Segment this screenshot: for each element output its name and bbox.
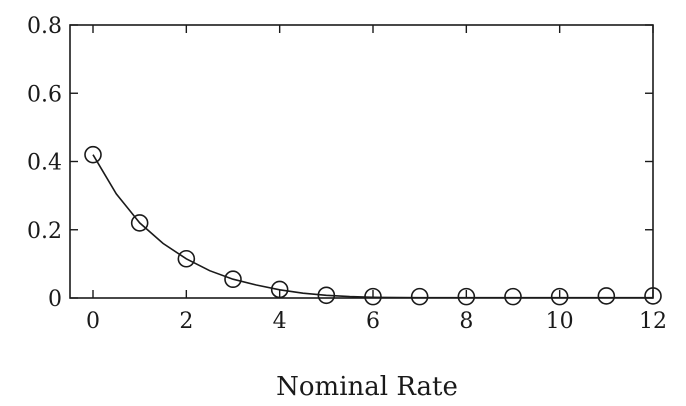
data-point <box>130 214 149 232</box>
data-point <box>177 249 196 268</box>
y-tick-label: 0.8 <box>27 14 62 39</box>
x-tick-label: 10 <box>546 309 574 334</box>
x-tick-label: 0 <box>86 309 100 334</box>
y-tick-labels: 0 0.2 0.4 0.6 0.8 <box>27 14 62 312</box>
data-point <box>270 280 289 299</box>
plot-frame <box>69 24 654 299</box>
data-point <box>410 287 429 306</box>
x-tick-label: 8 <box>459 309 473 334</box>
axis-ticks <box>70 24 654 299</box>
x-tick-label: 2 <box>179 309 193 334</box>
x-tick-label: 4 <box>273 309 287 334</box>
x-tick-labels: 0 2 4 6 8 10 12 <box>86 309 667 334</box>
data-markers <box>84 145 662 306</box>
data-point <box>597 287 616 305</box>
data-point <box>364 287 382 306</box>
data-point <box>457 287 476 306</box>
y-tick-label: 0 <box>48 287 62 312</box>
y-tick-label: 0.6 <box>27 82 62 107</box>
x-axis-label: Nominal Rate <box>276 372 458 402</box>
data-point <box>317 286 336 305</box>
data-point <box>224 270 242 289</box>
y-tick-label: 0.2 <box>27 219 62 244</box>
x-tick-label: 12 <box>639 309 667 334</box>
data-point <box>84 145 102 164</box>
fit-curve <box>92 154 653 299</box>
y-tick-label: 0.4 <box>27 151 62 176</box>
data-point <box>550 287 569 306</box>
data-point <box>644 287 662 305</box>
data-point <box>504 287 522 306</box>
x-tick-label: 6 <box>366 309 380 334</box>
